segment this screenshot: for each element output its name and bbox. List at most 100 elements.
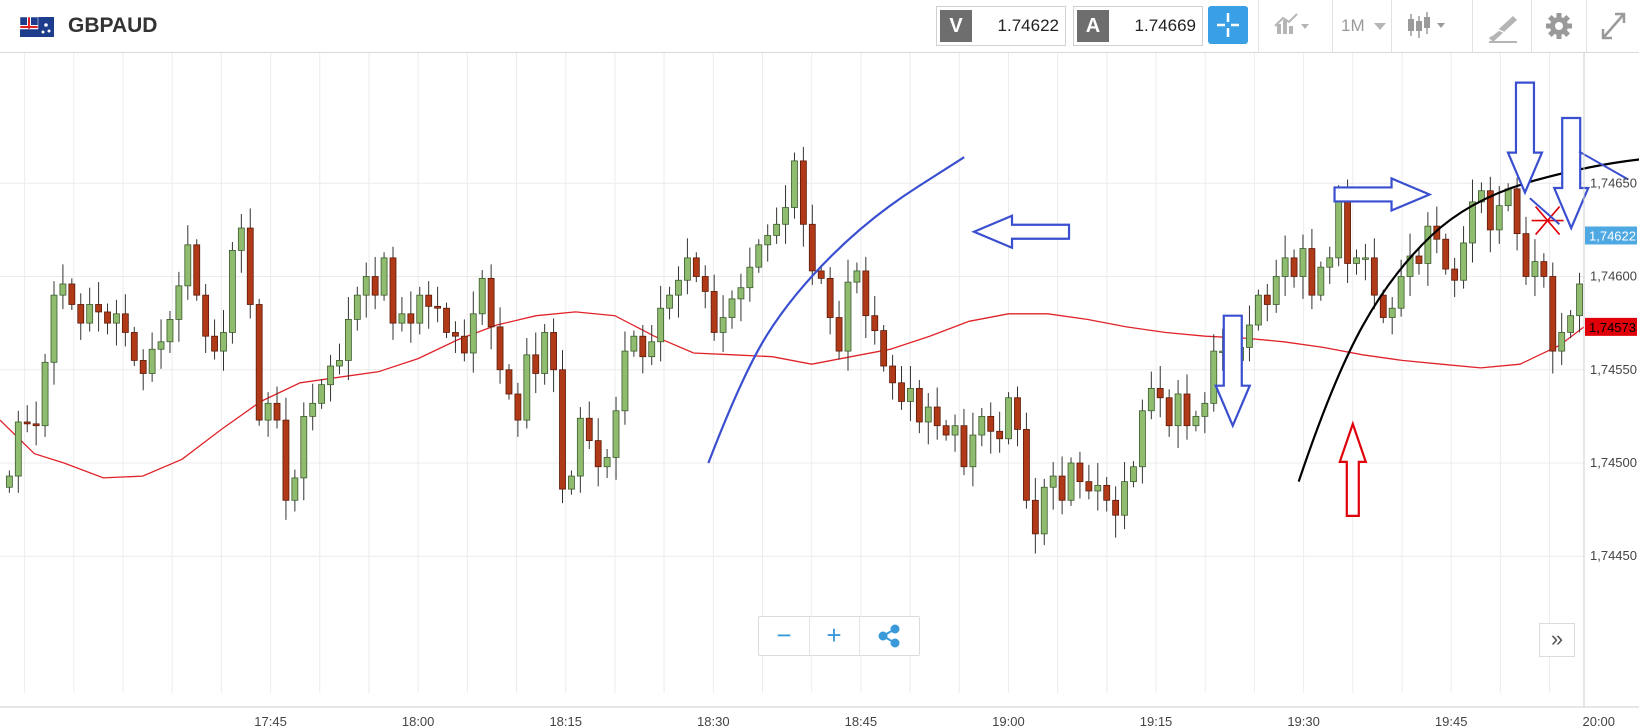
candle-body [130, 332, 138, 361]
timeframe-label: 1M [1341, 16, 1365, 35]
up-candle [291, 469, 299, 512]
drawing-tools-button[interactable] [1472, 0, 1531, 52]
candle-body [1121, 481, 1128, 516]
candle-body [469, 313, 477, 354]
down-candle [246, 208, 254, 319]
settings-button[interactable] [1531, 0, 1586, 52]
down-candle [1370, 238, 1378, 310]
down-candle [701, 265, 709, 309]
down-candle [77, 293, 85, 340]
up-candle [746, 247, 754, 302]
candle-body [443, 307, 450, 333]
up-candle [1469, 179, 1476, 263]
candle-body [1442, 238, 1450, 270]
candle-body [291, 477, 299, 501]
candle-body [1201, 402, 1209, 417]
candle-body [211, 335, 218, 352]
candle-body [59, 283, 67, 296]
down-candle [799, 146, 807, 247]
up-candle [157, 319, 165, 369]
candle-body [898, 382, 905, 402]
candle-body [889, 365, 896, 384]
bid-label: V [940, 10, 972, 42]
candle-body [568, 475, 575, 490]
candle-body [452, 332, 459, 337]
candle-body [229, 250, 236, 333]
down-candle [835, 300, 843, 360]
up-candle [1138, 399, 1146, 484]
down-candle [585, 401, 593, 450]
candle-body [1567, 315, 1575, 333]
up-candle [184, 225, 192, 300]
candle-body [1370, 257, 1378, 296]
up-candle [362, 262, 370, 318]
candle-body [1495, 205, 1503, 231]
up-candle [844, 259, 852, 371]
down-candle [139, 349, 147, 391]
candle-body [1415, 255, 1423, 264]
fullscreen-button[interactable] [1586, 0, 1639, 52]
candle-body [202, 294, 210, 337]
down-candle [817, 265, 825, 284]
price-chart[interactable]: 1,74650 1,74600 1,74550 1,74500 1,74450 17:45… [0, 53, 1639, 727]
candle-body [585, 417, 593, 442]
x-tick-label: 18:15 [549, 714, 582, 727]
candle-body [1326, 257, 1334, 268]
candle-body [773, 223, 781, 236]
gb-au-flag-icon [20, 17, 54, 37]
x-tick-label: 19:45 [1435, 714, 1468, 727]
candle-body [460, 335, 468, 354]
x-tick-label: 20:00 [1582, 714, 1615, 727]
axes: 1,74650 1,74600 1,74550 1,74500 1,74450 17:45… [0, 53, 1639, 727]
candle-body [1246, 324, 1253, 348]
down-candle [871, 296, 879, 345]
expand-button[interactable]: » [1539, 623, 1575, 657]
crosshair-button[interactable] [1208, 6, 1248, 44]
bid-price-box[interactable]: V 1.74622 [936, 6, 1066, 46]
down-candle [255, 298, 263, 426]
candle-body [434, 305, 442, 309]
x-tick-label: 19:15 [1140, 714, 1173, 727]
candle-body [942, 425, 950, 436]
candle-body [148, 348, 156, 374]
share-icon [878, 624, 900, 648]
ask-price-box[interactable]: A 1.74669 [1073, 6, 1203, 46]
up-candle [612, 396, 620, 480]
candle-body [701, 276, 709, 292]
x-tick-label: 18:30 [697, 714, 730, 727]
share-button[interactable] [859, 617, 919, 655]
moving-average [0, 311, 1585, 479]
gear-icon [1546, 13, 1572, 39]
zoom-in-button[interactable]: + [809, 617, 860, 655]
candle-body [853, 270, 861, 283]
candle-body [318, 384, 326, 404]
up-candle [773, 207, 781, 244]
down-candle [1415, 247, 1423, 275]
candle-body [1085, 481, 1093, 492]
candle-body [496, 326, 504, 371]
candle-body [541, 332, 549, 374]
x-tick-label: 18:00 [402, 714, 435, 727]
candle-body [728, 298, 736, 318]
down-candle [282, 397, 290, 520]
candle-body [398, 313, 406, 324]
chart-type-button[interactable] [1391, 0, 1459, 52]
candle-body [14, 421, 22, 477]
zoom-out-button[interactable]: − [759, 617, 810, 655]
y-tick-label: 1,74550 [1590, 362, 1637, 377]
down-candle [987, 402, 995, 454]
down-candle [389, 246, 397, 340]
candle-body [1272, 276, 1280, 305]
candle-body [1031, 499, 1039, 535]
candle-body [1558, 332, 1566, 352]
zoom-controls: − + [758, 616, 920, 656]
down-candle [425, 281, 433, 329]
up-candle [737, 273, 745, 322]
candle-body [987, 415, 995, 432]
indicators-button[interactable] [1258, 0, 1319, 52]
up-candle [523, 338, 531, 429]
ask-label: A [1077, 10, 1109, 42]
timeframe-dropdown[interactable]: 1M [1332, 0, 1391, 52]
candle-body [523, 354, 531, 421]
bid-price: 1.74622 [997, 16, 1059, 35]
